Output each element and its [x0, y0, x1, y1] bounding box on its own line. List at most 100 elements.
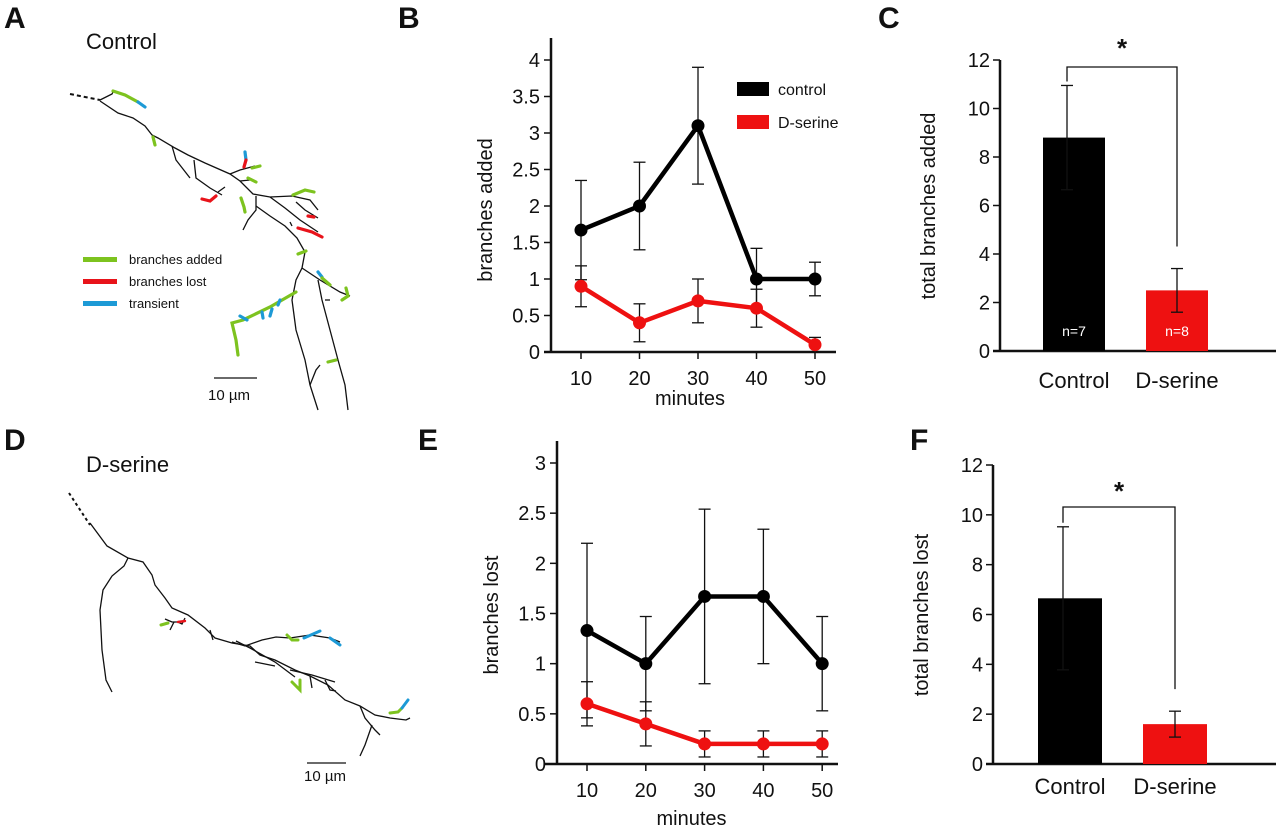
- y-tick-label-b: 0: [529, 342, 540, 364]
- data-point-control: [815, 657, 829, 671]
- data-point-control: [691, 119, 705, 133]
- y-tick-label-c: 12: [968, 50, 990, 72]
- data-point-control: [756, 589, 770, 603]
- x-axis-label-e: minutes: [656, 808, 726, 830]
- legend-item-lost: branches lost: [83, 274, 206, 289]
- y-tick-label-b: 0.5: [512, 306, 540, 328]
- x-tick-label-e: 50: [811, 780, 833, 802]
- data-point-control: [574, 223, 588, 237]
- x-tick-label-b: 50: [804, 368, 826, 390]
- y-tick-label-e: 2: [535, 553, 546, 575]
- x-tick-label-e: 40: [752, 780, 774, 802]
- legend-label: branches lost: [129, 274, 207, 289]
- data-point-d-serine: [574, 279, 588, 293]
- data-point-control: [639, 657, 653, 671]
- y-tick-label-b: 3.5: [512, 87, 540, 109]
- neuron-branch-marks-control: [111, 89, 350, 364]
- y-tick-label-f: 10: [961, 505, 983, 527]
- y-axis-label-b: branches added: [475, 138, 497, 281]
- category-label-control: Control: [1035, 774, 1106, 799]
- y-tick-label-b: 1.5: [512, 233, 540, 255]
- data-point-d-serine: [808, 338, 822, 352]
- x-tick-label-e: 30: [693, 780, 715, 802]
- scale-bar-label-a: 10 µm: [208, 387, 250, 404]
- legend-swatch-d-serine: [737, 115, 769, 129]
- x-tick-label-b: 40: [745, 368, 767, 390]
- y-tick-label-c: 6: [979, 196, 990, 218]
- y-tick-label-e: 1: [535, 654, 546, 676]
- data-point-d-serine: [633, 316, 646, 330]
- neuron-branch-marks-dserine: [159, 619, 410, 715]
- panel-letter-c: C: [878, 2, 900, 35]
- significance-bracket-c: [1066, 66, 1178, 247]
- data-point-d-serine: [691, 294, 705, 308]
- x-tick-label-b: 30: [687, 368, 709, 390]
- panel-letter-d: D: [4, 424, 26, 457]
- data-point-control: [750, 272, 763, 286]
- significance-star-f: *: [1114, 476, 1125, 506]
- legend-label-control: control: [778, 82, 826, 99]
- data-point-d-serine: [815, 737, 829, 751]
- y-tick-label-f: 12: [961, 455, 983, 477]
- legend-swatch-added: [83, 257, 117, 262]
- legend-label-d-serine: D-serine: [778, 115, 839, 132]
- y-axis-label-f: total branches lost: [911, 533, 933, 696]
- scale-bar-label-d: 10 µm: [304, 768, 346, 785]
- y-tick-label-f: 4: [972, 654, 983, 676]
- y-tick-label-c: 10: [968, 99, 990, 121]
- data-point-d-serine: [698, 737, 712, 751]
- neuron-tracing-control: [69, 89, 351, 411]
- data-point-d-serine: [750, 301, 763, 315]
- panel-d-title: D-serine: [86, 452, 170, 477]
- panel-letter-b: B: [398, 2, 420, 35]
- x-tick-label-b: 20: [628, 368, 650, 390]
- significance-star-c: *: [1117, 33, 1128, 63]
- category-label-d-serine: D-serine: [1135, 368, 1218, 393]
- y-tick-label-b: 3: [529, 123, 540, 145]
- y-tick-label-b: 1: [529, 269, 540, 291]
- data-point-control: [580, 624, 594, 638]
- y-tick-label-c: 0: [979, 341, 990, 363]
- y-tick-label-b: 4: [529, 50, 540, 72]
- y-tick-label-f: 0: [972, 754, 983, 776]
- legend-label: branches added: [129, 252, 223, 267]
- legend-label: transient: [129, 296, 179, 311]
- y-tick-label-f: 2: [972, 704, 983, 726]
- y-tick-label-e: 2.5: [518, 503, 546, 525]
- x-tick-label-b: 10: [570, 368, 592, 390]
- panel-letter-e: E: [418, 424, 439, 457]
- y-axis-label-c: total branches added: [918, 113, 940, 300]
- y-tick-label-c: 2: [979, 293, 990, 315]
- y-tick-label-b: 2.5: [512, 160, 540, 182]
- y-tick-label-c: 4: [979, 244, 990, 266]
- legend-item-added: branches added: [83, 252, 222, 267]
- x-tick-label-e: 20: [635, 780, 657, 802]
- n-label-d-serine: n=8: [1165, 323, 1189, 339]
- category-label-control: Control: [1039, 368, 1110, 393]
- y-tick-label-f: 6: [972, 605, 983, 627]
- y-tick-label-c: 8: [979, 147, 990, 169]
- category-label-d-serine: D-serine: [1133, 774, 1216, 799]
- panel-letter-a: A: [4, 2, 26, 35]
- data-point-d-serine: [580, 697, 594, 711]
- y-tick-label-e: 0: [535, 754, 546, 776]
- y-tick-label-e: 1.5: [518, 604, 546, 626]
- bar-control: [1043, 137, 1105, 351]
- y-tick-label-e: 3: [535, 453, 546, 475]
- y-tick-label-b: 2: [529, 196, 540, 218]
- legend-swatch-control: [737, 82, 769, 96]
- x-tick-label-e: 10: [576, 780, 598, 802]
- legend-item-transient: transient: [83, 296, 179, 311]
- significance-bracket-f: [1062, 506, 1176, 690]
- x-axis-label-b: minutes: [655, 388, 725, 410]
- panel-a-title: Control: [86, 29, 157, 54]
- neuron-tracing-dserine: [68, 492, 411, 757]
- data-point-control: [633, 199, 646, 213]
- y-tick-label-e: 0.5: [518, 704, 546, 726]
- data-point-control: [808, 272, 822, 286]
- y-axis-label-e: branches lost: [481, 555, 503, 674]
- panel-letter-f: F: [910, 424, 929, 457]
- data-point-d-serine: [756, 737, 770, 751]
